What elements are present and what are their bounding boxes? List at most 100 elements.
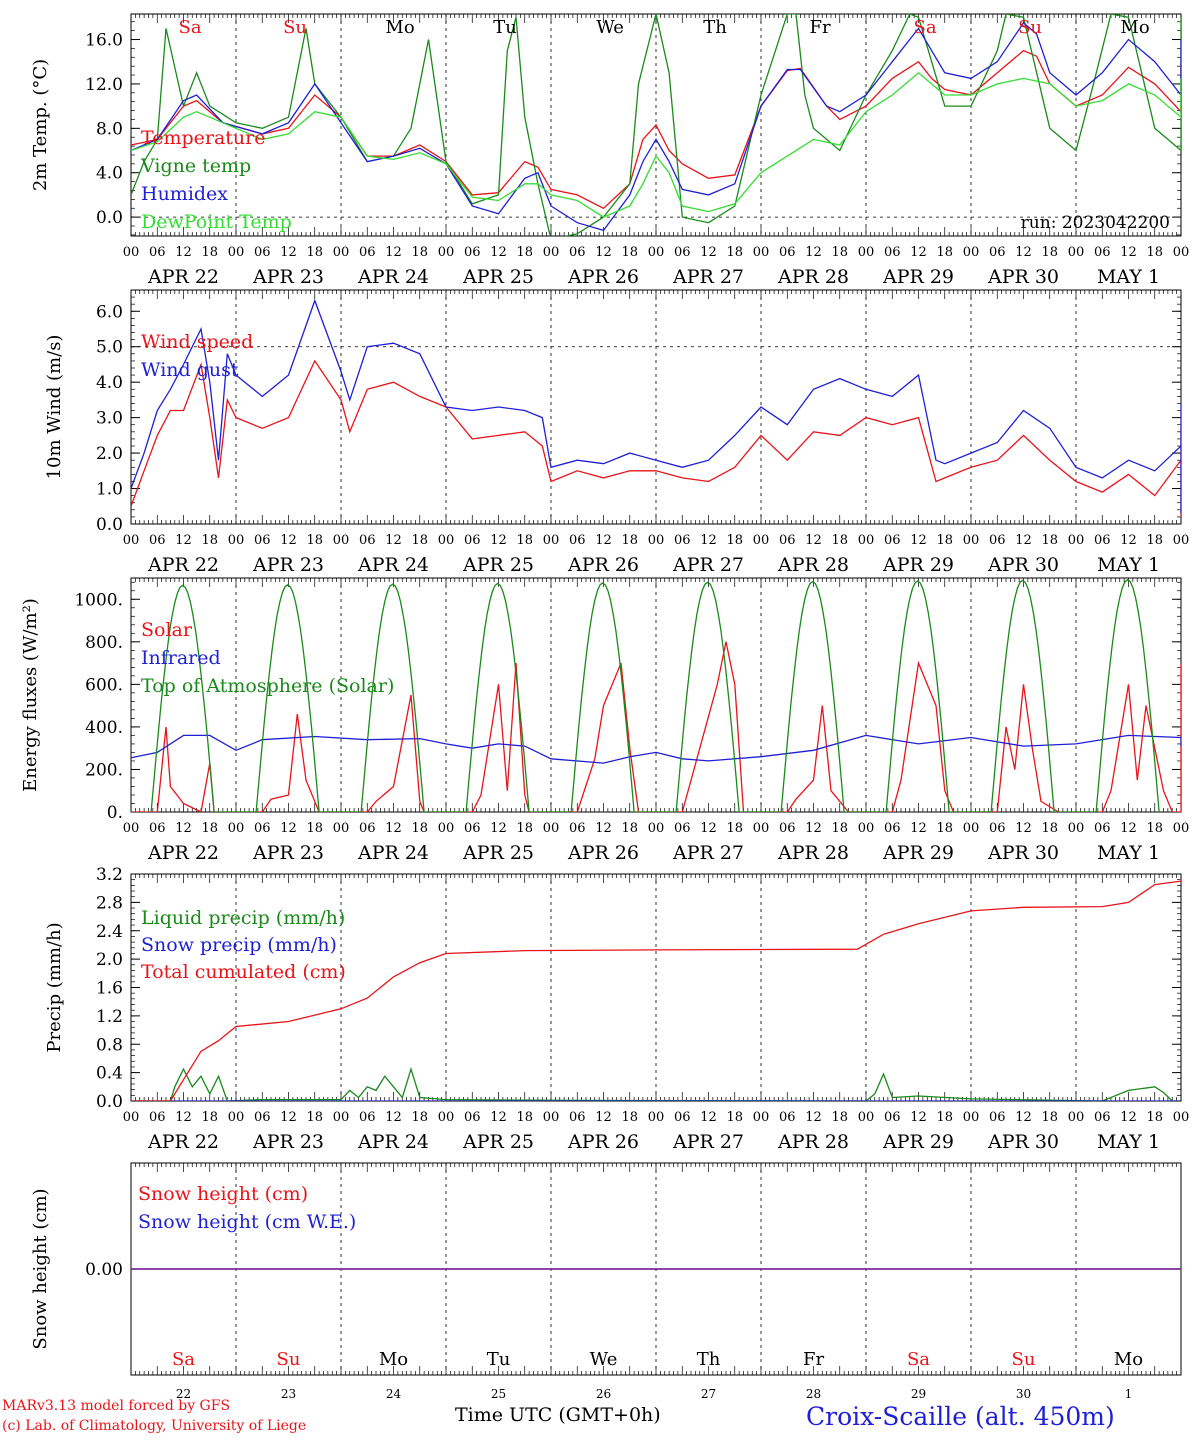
- day-number: 25: [491, 1387, 506, 1401]
- hour-tick-label: 00: [1173, 245, 1190, 260]
- hour-tick-label: 12: [805, 245, 822, 260]
- date-label: APR 23: [252, 842, 324, 864]
- legend-entry: Snow height (cm W.E.): [138, 1211, 356, 1233]
- date-label: APR 24: [357, 266, 429, 288]
- y-axis-label: 10m Wind (m/s): [44, 335, 65, 480]
- hour-tick-label: 00: [543, 245, 560, 260]
- day-number: 23: [281, 1387, 296, 1401]
- hour-tick-label: 18: [726, 245, 743, 260]
- hour-tick-label: 18: [936, 245, 953, 260]
- date-label: APR 29: [882, 554, 954, 576]
- hour-tick-label: 18: [936, 821, 953, 836]
- hour-tick-label: 12: [385, 245, 402, 260]
- date-label: APR 26: [567, 1131, 639, 1153]
- hour-tick-label: 06: [359, 245, 376, 260]
- series-group: [131, 879, 1181, 1101]
- legend-entry: Infrared: [141, 647, 221, 669]
- hour-tick-label: 00: [1068, 245, 1085, 260]
- hour-tick-label: 00: [438, 821, 455, 836]
- date-label: APR 27: [672, 1131, 744, 1153]
- date-label: APR 26: [567, 266, 639, 288]
- panel-wind: 0.0 1.0 2.0 3.0 4.0 5.0 6.0 10m Wind (m/s) Wind …: [44, 289, 1189, 576]
- hour-tick-label: 18: [831, 533, 848, 548]
- y-tick-label: 2.0: [96, 950, 123, 970]
- legend-entry: Snow precip (mm/h): [141, 934, 337, 956]
- hour-tick-label: 06: [359, 1110, 376, 1125]
- date-label: APR 29: [882, 842, 954, 864]
- date-label: APR 30: [987, 554, 1059, 576]
- date-label: APR 25: [462, 1131, 534, 1153]
- hour-tick-label: 12: [805, 821, 822, 836]
- date-label: APR 28: [777, 842, 849, 864]
- day-name: Sa: [907, 1349, 930, 1370]
- hour-tick-label: 12: [490, 245, 507, 260]
- hour-tick-label: 06: [464, 821, 481, 836]
- hour-tick-label: 18: [306, 245, 323, 260]
- hour-tick-label: 18: [201, 821, 218, 836]
- hour-tick-label: 18: [1146, 245, 1163, 260]
- hour-tick-label: 12: [175, 1110, 192, 1125]
- date-label: APR 29: [882, 1131, 954, 1153]
- date-label: APR 23: [252, 266, 324, 288]
- hour-tick-label: 18: [936, 1110, 953, 1125]
- hour-tick-label: 06: [359, 821, 376, 836]
- date-label: APR 26: [567, 842, 639, 864]
- y-tick-label: 2.8: [96, 893, 123, 913]
- y-tick-label: 8.0: [96, 119, 123, 139]
- hour-tick-label: 12: [1120, 245, 1137, 260]
- hour-tick-label: 06: [1094, 533, 1111, 548]
- date-label: APR 28: [777, 1131, 849, 1153]
- hour-tick-label: 18: [831, 245, 848, 260]
- hour-tick-label: 18: [516, 245, 533, 260]
- hour-tick-label: 00: [228, 1110, 245, 1125]
- hour-tick-label: 00: [858, 533, 875, 548]
- legend-entry: Temperature: [141, 127, 265, 149]
- day-number: 28: [806, 1387, 821, 1401]
- hour-tick-label: 00: [648, 533, 665, 548]
- hour-tick-label: 18: [726, 1110, 743, 1125]
- legend-entry: Top of Atmosphere (Solar): [141, 675, 394, 697]
- y-tick-label: 3.2: [96, 865, 123, 885]
- hour-tick-label: 00: [543, 533, 560, 548]
- y-tick-label: 0.0: [96, 515, 123, 535]
- date-label: APR 22: [147, 554, 219, 576]
- date-label: APR 27: [672, 842, 744, 864]
- hour-tick-label: 18: [1146, 1110, 1163, 1125]
- date-label: MAY 1: [1097, 554, 1160, 576]
- day-name: Tu: [493, 17, 517, 38]
- hour-tick-label: 12: [595, 821, 612, 836]
- date-label: APR 28: [777, 554, 849, 576]
- hour-tick-label: 06: [989, 533, 1006, 548]
- y-tick-label: 5.0: [96, 338, 123, 358]
- hour-tick-label: 00: [1173, 1110, 1190, 1125]
- hour-tick-label: 06: [254, 821, 271, 836]
- hour-tick-label: 12: [490, 533, 507, 548]
- date-label: APR 30: [987, 266, 1059, 288]
- hour-tick-label: 06: [989, 1110, 1006, 1125]
- day-number: 29: [911, 1387, 926, 1401]
- hour-tick-label: 06: [674, 821, 691, 836]
- hour-tick-label: 06: [254, 533, 271, 548]
- hour-tick-label: 12: [1015, 245, 1032, 260]
- series-line-vigne-temp: [131, 14, 1181, 236]
- day-name: Su: [1018, 17, 1042, 38]
- hour-tick-label: 12: [490, 1110, 507, 1125]
- hour-tick-label: 00: [858, 1110, 875, 1125]
- hour-tick-label: 12: [910, 533, 927, 548]
- hour-tick-label: 00: [228, 245, 245, 260]
- hour-tick-label: 12: [1015, 821, 1032, 836]
- hour-tick-label: 18: [621, 533, 638, 548]
- y-tick-label: 800.: [85, 633, 123, 653]
- hour-tick-label: 00: [438, 1110, 455, 1125]
- date-label: APR 25: [462, 266, 534, 288]
- day-name: Fr: [803, 1349, 824, 1370]
- hour-tick-label: 12: [385, 821, 402, 836]
- hour-tick-label: 18: [516, 533, 533, 548]
- hour-tick-label: 06: [1094, 245, 1111, 260]
- hour-tick-label: 12: [1015, 533, 1032, 548]
- y-tick-label: 1.0: [96, 480, 123, 500]
- hour-tick-label: 18: [1041, 245, 1058, 260]
- hour-tick-label: 00: [543, 821, 560, 836]
- hour-tick-label: 00: [438, 245, 455, 260]
- hour-tick-label: 12: [280, 245, 297, 260]
